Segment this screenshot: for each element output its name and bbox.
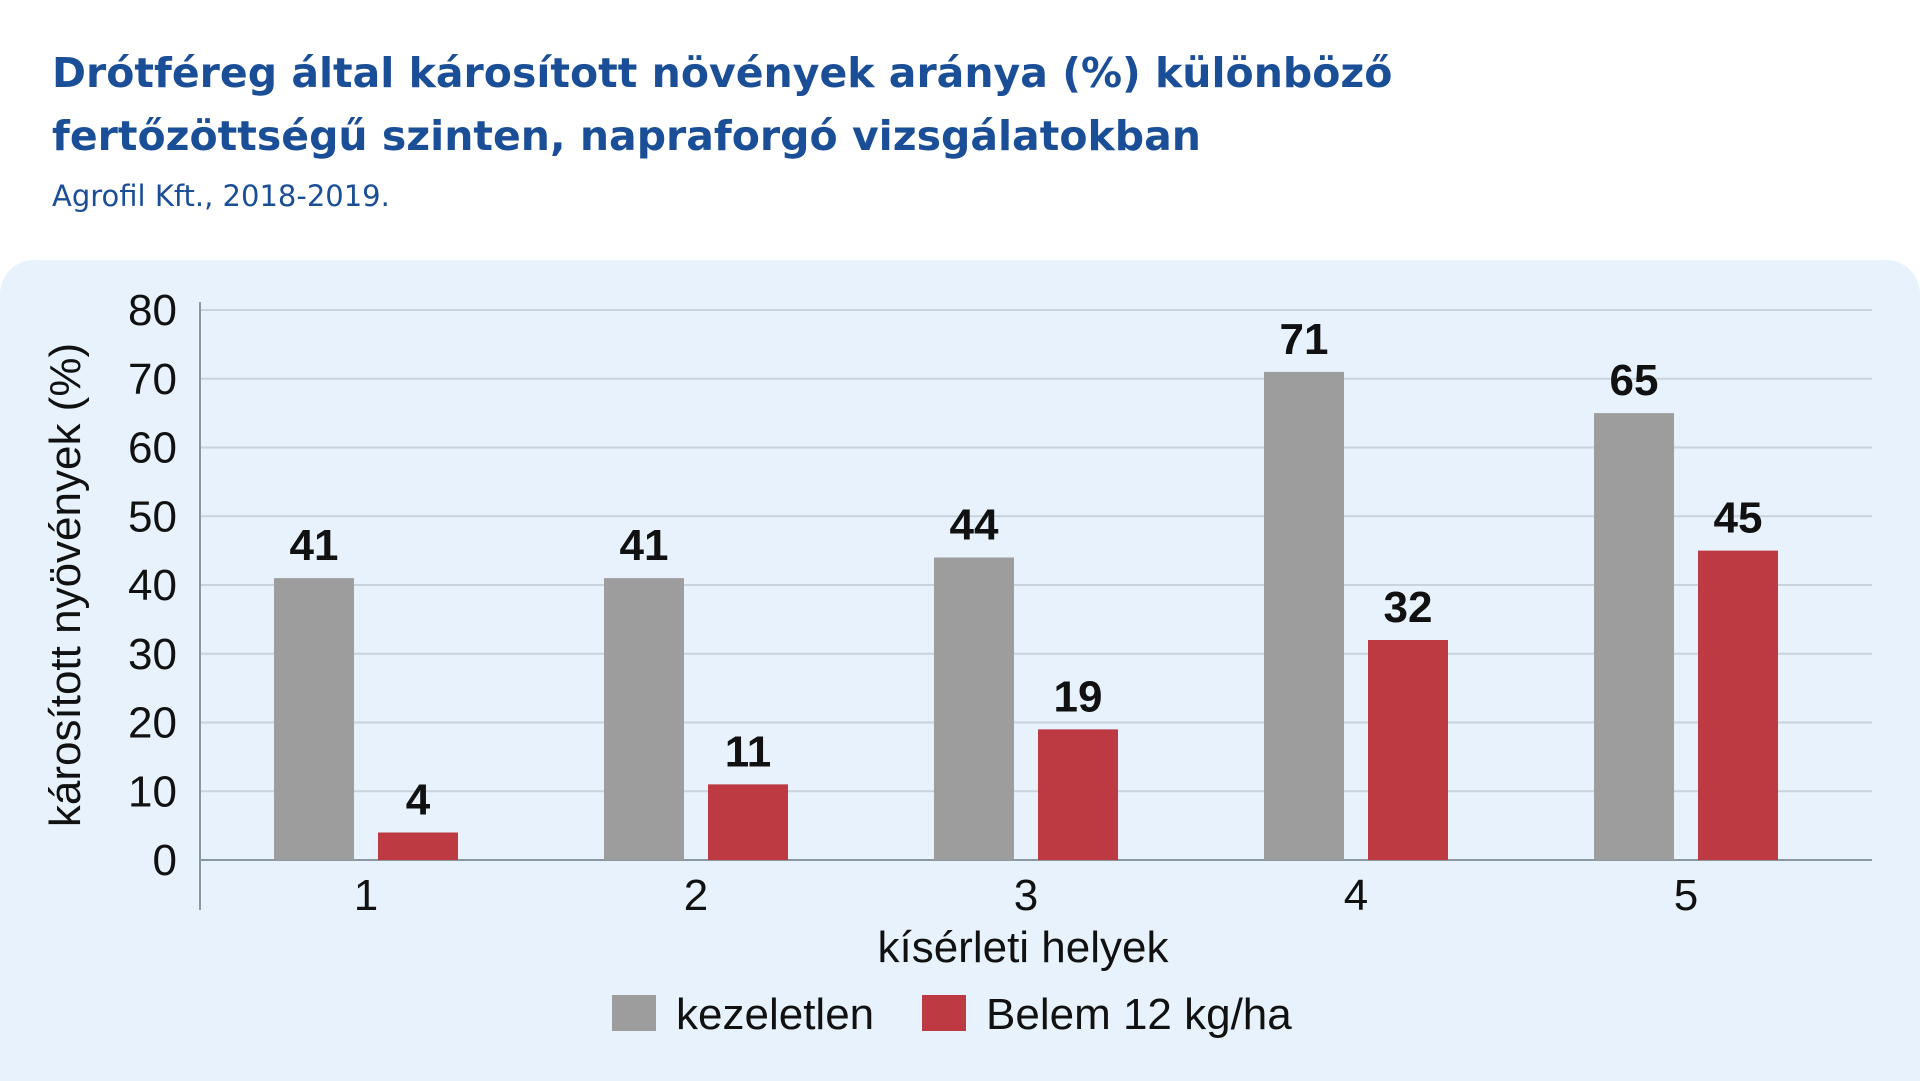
legend-label: kezeletlen	[676, 990, 874, 1039]
y-tick-label: 80	[128, 286, 177, 335]
x-axis-title: kísérleti helyek	[877, 923, 1169, 972]
bar-kezeletlen	[1264, 371, 1344, 860]
legend-swatch	[922, 995, 966, 1031]
y-tick-label: 50	[128, 492, 177, 541]
bar-belem	[708, 784, 788, 860]
y-axis: 0 10 20 30 40 50 60 70 80	[128, 286, 201, 910]
legend-label: Belem 12 kg/ha	[986, 990, 1292, 1039]
y-tick-label: 60	[128, 424, 177, 473]
y-tick-label: 20	[128, 699, 177, 748]
bar-kezeletlen	[934, 557, 1014, 860]
data-label: 45	[1714, 494, 1763, 543]
data-label: 11	[725, 727, 772, 776]
bar-kezeletlen	[1594, 413, 1674, 860]
x-tick-label: 5	[1674, 871, 1698, 920]
bar-kezeletlen	[274, 578, 354, 860]
y-tick-label: 40	[128, 561, 177, 610]
bar-belem	[1698, 550, 1778, 860]
y-tick-label: 10	[128, 767, 177, 816]
data-labels: 41 41 44 71 65 4 11 19 32 45	[290, 315, 1763, 825]
data-label: 4	[406, 776, 431, 825]
chart-title: Drótféreg által károsított növények arán…	[52, 49, 1393, 160]
legend-swatch	[612, 995, 656, 1031]
bar-belem	[1038, 729, 1118, 860]
y-tick-label: 70	[128, 355, 177, 404]
x-tick-label: 1	[354, 871, 378, 920]
x-tick-label: 4	[1344, 871, 1368, 920]
bar-kezeletlen	[604, 578, 684, 860]
grid-lines	[200, 309, 1872, 793]
y-tick-label: 30	[128, 630, 177, 679]
y-axis-title: károsított nyövények (%)	[41, 343, 90, 827]
y-tick-label: 0	[153, 836, 177, 885]
bar-belem	[1368, 640, 1448, 860]
data-label: 32	[1384, 583, 1433, 632]
x-tick-label: 3	[1014, 871, 1038, 920]
x-axis: 1 2 3 4 5	[200, 859, 1872, 920]
data-label: 41	[620, 521, 669, 570]
data-label: 44	[950, 501, 999, 550]
bar-belem	[378, 832, 458, 860]
data-label: 19	[1054, 672, 1103, 721]
data-label: 65	[1610, 356, 1659, 405]
legend: kezeletlen Belem 12 kg/ha	[612, 990, 1292, 1039]
data-label: 71	[1280, 315, 1329, 364]
chart-subtitle: Agrofil Kft., 2018-2019.	[52, 179, 390, 213]
x-tick-label: 2	[684, 871, 708, 920]
bars	[274, 371, 1778, 860]
data-label: 41	[290, 521, 339, 570]
